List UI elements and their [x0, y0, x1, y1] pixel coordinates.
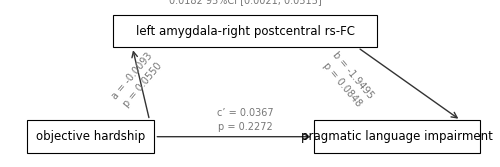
FancyBboxPatch shape: [314, 120, 480, 153]
Text: c’ = 0.0367
p = 0.2272: c’ = 0.0367 p = 0.2272: [217, 108, 274, 132]
Text: pragmatic language impairment: pragmatic language impairment: [301, 130, 493, 143]
FancyBboxPatch shape: [113, 15, 378, 47]
FancyBboxPatch shape: [27, 120, 154, 153]
Text: objective hardship: objective hardship: [36, 130, 146, 143]
Text: 0.0182 95%CI [0.0021, 0.0515]: 0.0182 95%CI [0.0021, 0.0515]: [168, 0, 322, 5]
Text: b = -1.9495
p = 0.0848: b = -1.9495 p = 0.0848: [320, 50, 376, 110]
Text: a = -0.0093
p = 0.0550: a = -0.0093 p = 0.0550: [110, 50, 165, 110]
Text: left amygdala-right postcentral rs-FC: left amygdala-right postcentral rs-FC: [136, 25, 354, 38]
